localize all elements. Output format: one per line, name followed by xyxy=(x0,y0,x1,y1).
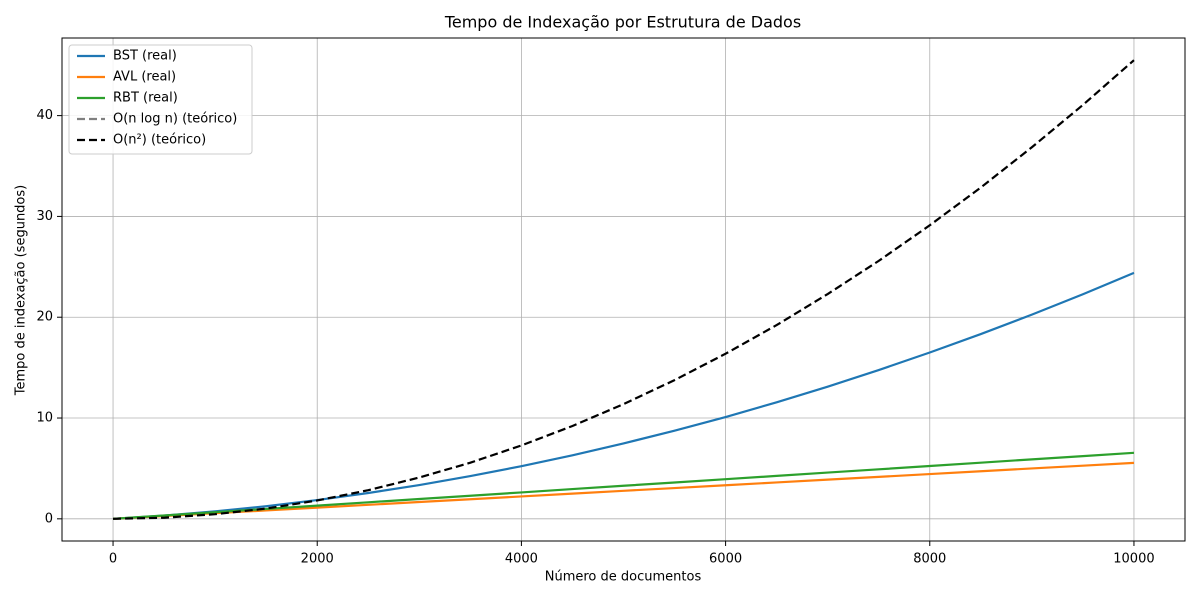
chart-title: Tempo de Indexação por Estrutura de Dado… xyxy=(444,13,801,32)
x-tick-label: 6000 xyxy=(709,552,742,567)
legend-label: O(n log n) (teórico) xyxy=(113,112,237,127)
x-tick-label: 10000 xyxy=(1113,552,1154,567)
legend-label: BST (real) xyxy=(113,49,177,64)
y-tick-label: 40 xyxy=(36,108,53,123)
y-tick-label: 10 xyxy=(36,411,53,426)
x-tick-label: 8000 xyxy=(913,552,946,567)
legend-label: AVL (real) xyxy=(113,70,176,85)
plot-frame xyxy=(61,37,1186,542)
legend-label: O(n²) (teórico) xyxy=(113,133,206,148)
x-axis-label: Número de documentos xyxy=(545,570,702,585)
series-line xyxy=(112,451,1135,520)
series-line xyxy=(112,461,1135,520)
x-tick-label: 4000 xyxy=(505,552,538,567)
y-tick-label: 30 xyxy=(36,209,53,224)
series-line xyxy=(112,271,1135,520)
y-axis-label: Tempo de indexação (segundos) xyxy=(14,185,29,396)
x-tick-label: 2000 xyxy=(301,552,334,567)
series-line xyxy=(113,59,1135,520)
y-tick-label: 20 xyxy=(36,310,53,325)
legend-box xyxy=(68,44,253,155)
x-tick-label: 0 xyxy=(109,552,117,567)
y-tick-label: 0 xyxy=(45,511,53,526)
legend-label: RBT (real) xyxy=(113,91,178,106)
